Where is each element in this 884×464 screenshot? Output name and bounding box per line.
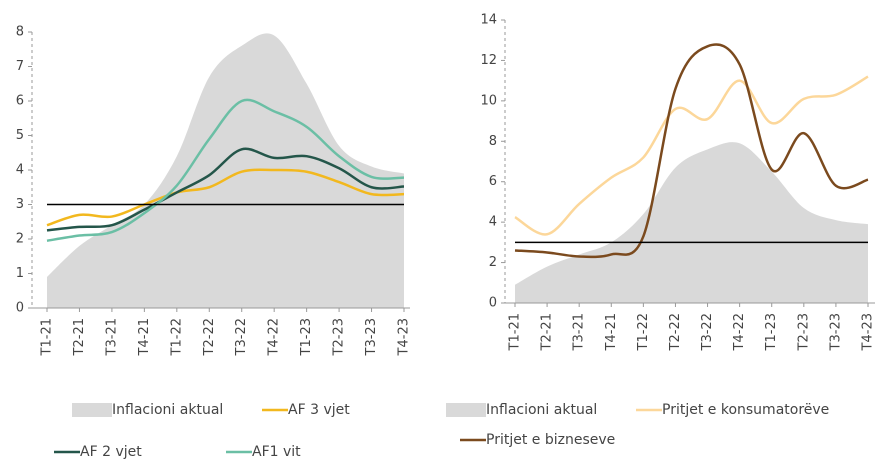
line [46,147,405,232]
x-tick-label: T1-22 [636,313,651,351]
x-tick-label: T3-22 [234,318,249,356]
y-tick-label: 0 [16,301,24,316]
x-tick-label: T2-23 [332,318,347,356]
y-tick-label: 8 [489,134,497,149]
area [47,33,404,308]
x-tick-label: T2-21 [540,313,555,351]
y-tick-label: 2 [489,255,497,270]
y-tick-label: 2 [16,232,24,247]
x-tick-label: T4-23 [861,313,876,351]
legend-label: Inflacioni aktual [486,402,597,418]
y-tick-label: 14 [480,13,497,28]
legend-label: AF 2 vjet [80,444,142,460]
x-tick-label: T4-21 [604,313,619,351]
x-tick-label: T3-21 [104,318,119,356]
x-tick-label: T2-21 [72,318,87,356]
y-tick-label: 6 [16,94,24,109]
x-tick-label: T1-22 [169,318,184,356]
x-tick-label: T4-21 [137,318,152,356]
x-tick-label: T1-21 [40,318,55,356]
x-tick-label: T4-22 [732,313,747,351]
y-tick-label: 5 [16,128,24,143]
x-tick-label: T2-23 [796,313,811,351]
legend-label: Pritjet e konsumatorëve [662,402,829,418]
legend-swatch [72,403,112,417]
y-tick-label: 1 [16,266,24,281]
x-tick-label: T1-21 [508,313,523,351]
x-tick-label: T2-22 [668,313,683,351]
x-tick-label: T3-23 [364,318,379,356]
legend-label: Pritjet e bizneseve [486,432,615,448]
y-tick-label: 4 [16,163,24,178]
line [514,43,869,259]
x-tick-label: T2-22 [202,318,217,356]
line [514,75,869,236]
legend-label: AF 3 vjet [288,402,350,418]
y-tick-label: 8 [16,25,24,40]
y-tick-label: 7 [16,59,24,74]
y-tick-label: 4 [489,215,497,230]
line [46,168,405,227]
legend-label: Inflacioni aktual [112,402,223,418]
x-tick-label: T1-23 [764,313,779,351]
x-tick-label: T3-22 [700,313,715,351]
y-tick-label: 12 [480,53,497,68]
legend-label: AF1 vit [252,444,301,460]
x-tick-label: T4-22 [267,318,282,356]
x-tick-label: T3-21 [572,313,587,351]
line [46,98,405,242]
y-tick-label: 3 [16,197,24,212]
x-tick-label: T3-23 [828,313,843,351]
legend-swatch [446,403,486,417]
x-tick-label: T4-23 [397,318,412,356]
x-tick-label: T1-23 [299,318,314,356]
y-tick-label: 0 [489,296,497,311]
y-tick-label: 6 [489,174,497,189]
y-tick-label: 10 [480,93,497,108]
area [515,142,868,303]
